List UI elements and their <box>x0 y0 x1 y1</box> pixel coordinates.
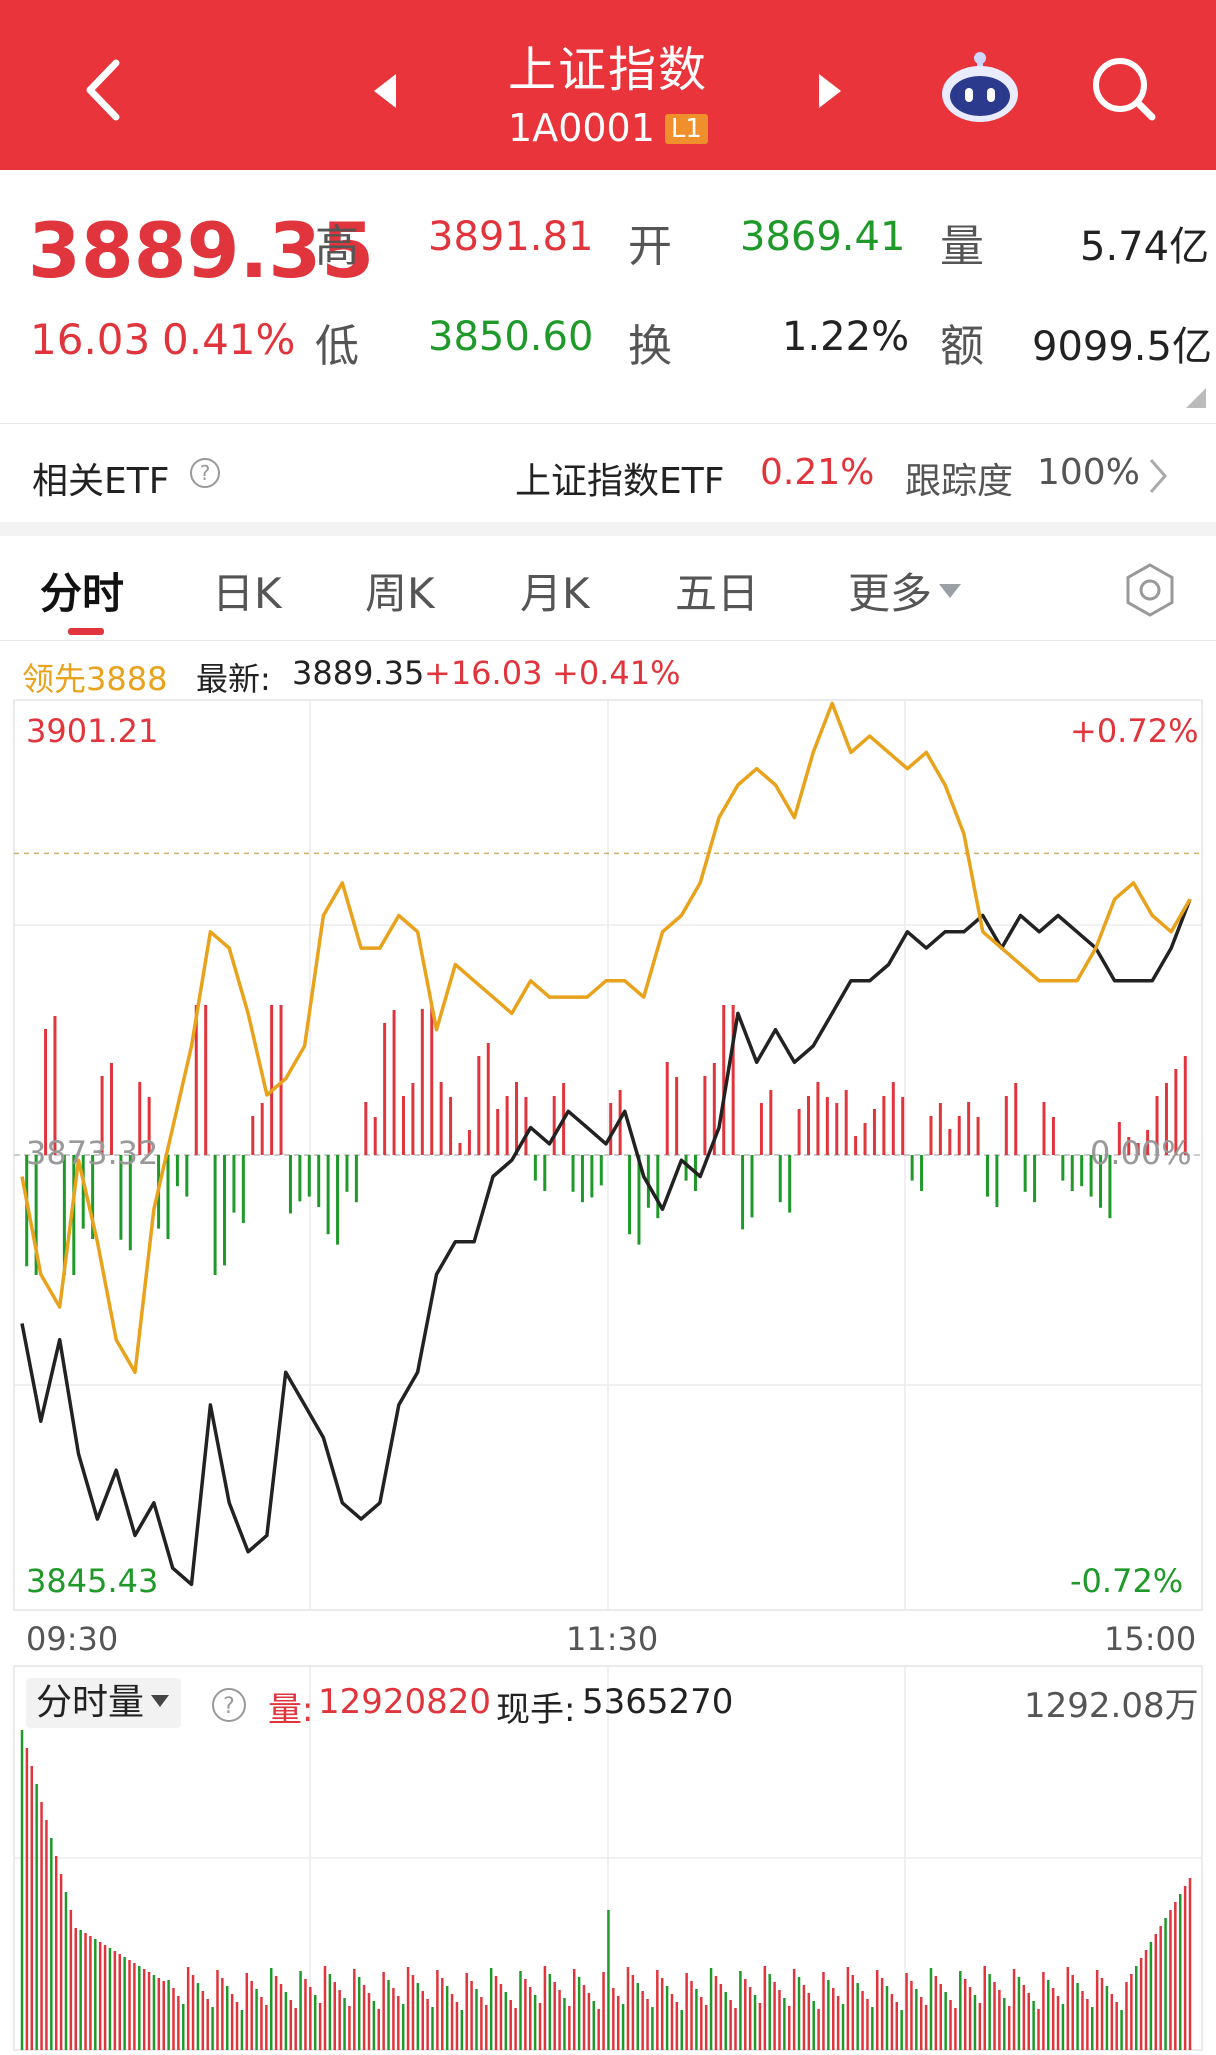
etf-link[interactable]: 上证指数ETF 0.21% 跟踪度 100% <box>515 452 1175 502</box>
dropdown-arrow-icon <box>939 584 962 598</box>
etf-name: 上证指数ETF <box>515 461 725 502</box>
volume-type-label: 分时量 <box>36 1682 145 1723</box>
open-label: 开 <box>628 221 672 272</box>
tracking-value: 100% <box>1037 452 1140 493</box>
divider <box>0 423 1216 424</box>
pct-axis-mid-label: 0.00% <box>1090 1134 1192 1172</box>
chart-grid <box>13 699 1203 2051</box>
quote-panel: 3889.35 16.03 0.41% 高 3891.81 开 3869.41 … <box>0 170 1216 425</box>
y-axis-bottom-label: 3845.43 <box>26 1562 159 1600</box>
change-bars <box>25 1005 1187 1275</box>
volume-label: 量 <box>940 221 984 272</box>
latest-legend-label: 最新: <box>196 660 271 698</box>
pct-axis-top-label: +0.72% <box>1070 712 1199 750</box>
divider <box>0 640 1216 641</box>
tab-five-day[interactable]: 五日 <box>675 569 760 618</box>
help-icon[interactable]: ? <box>210 1686 248 1724</box>
volume-bars <box>20 1730 1192 2050</box>
tab-more[interactable]: 更多 <box>848 560 963 621</box>
legend-change-pct: +0.41% <box>552 654 681 692</box>
current-hand-value: 5365270 <box>582 1682 734 1722</box>
tab-daily-k[interactable]: 日K <box>212 569 282 618</box>
latest-legend-value: 3889.35 <box>292 654 425 692</box>
tracking-label: 跟踪度 <box>905 461 1014 502</box>
x-axis-start-label: 09:30 <box>26 1620 119 1658</box>
turnover-value: 1.22% <box>782 314 910 360</box>
etf-label: 相关ETF <box>32 461 170 502</box>
tab-weekly-k[interactable]: 周K <box>365 569 435 618</box>
leader-line <box>20 701 1192 1375</box>
svg-text:?: ? <box>223 1694 235 1719</box>
tab-monthly-k[interactable]: 月K <box>520 569 590 618</box>
top-bar: 上证指数 1A0001 L1 <box>0 0 1216 170</box>
dropdown-arrow-icon <box>151 1695 170 1707</box>
low-value: 3850.60 <box>428 314 594 360</box>
etf-pct: 0.21% <box>760 452 875 493</box>
amount-label: 额 <box>940 321 984 372</box>
svg-text:?: ? <box>200 461 211 485</box>
tab-intraday[interactable]: 分时 <box>40 569 125 618</box>
amount-value: 9099.5亿 <box>1032 324 1212 370</box>
y-axis-mid-label: 3873.32 <box>26 1134 159 1172</box>
leader-legend: 领先3888 <box>22 660 168 698</box>
tab-more-label: 更多 <box>848 569 933 618</box>
stock-code-row: 1A0001 L1 <box>0 106 1216 150</box>
current-hand-label: 现手: <box>496 1690 576 1730</box>
price-change: 16.03 <box>30 315 151 364</box>
chart-lines <box>20 701 1192 1587</box>
legend-change: +16.03 <box>424 654 543 692</box>
stock-code: 1A0001 <box>508 106 655 150</box>
turnover-label: 换 <box>628 321 672 372</box>
low-label: 低 <box>315 321 359 372</box>
y-axis-top-label: 3901.21 <box>26 712 159 750</box>
volume-label: 量: <box>268 1690 314 1730</box>
volume-type-selector[interactable]: 分时量 <box>26 1678 182 1728</box>
expand-corner-icon[interactable] <box>1186 388 1206 408</box>
high-label: 高 <box>315 221 359 272</box>
robot-assistant-icon[interactable] <box>935 48 1025 128</box>
settings-icon[interactable] <box>1122 562 1178 618</box>
next-stock-icon[interactable] <box>815 72 845 110</box>
level-badge: L1 <box>664 114 708 144</box>
section-gap <box>0 522 1216 536</box>
search-icon[interactable] <box>1090 55 1160 125</box>
price-change-pct: 0.41% <box>162 315 296 364</box>
x-axis-end-label: 15:00 <box>1104 1620 1197 1658</box>
price-line <box>20 898 1192 1587</box>
open-value: 3869.41 <box>740 214 906 260</box>
tab-indicator <box>68 628 104 635</box>
prev-stock-icon[interactable] <box>370 72 400 110</box>
page-title: 上证指数 <box>507 42 708 98</box>
back-icon[interactable] <box>78 55 128 125</box>
current-price: 3889.35 <box>28 206 375 295</box>
high-value: 3891.81 <box>428 214 594 260</box>
x-axis-mid-label: 11:30 <box>566 1620 659 1658</box>
pct-axis-bottom-label: -0.72% <box>1070 1562 1184 1600</box>
volume-value: 5.74亿 <box>1080 224 1210 270</box>
help-icon[interactable]: ? <box>188 456 222 490</box>
chevron-right-icon <box>1149 459 1167 493</box>
volume-max-label: 1292.08万 <box>1024 1686 1199 1726</box>
volume-value: 12920820 <box>318 1682 492 1722</box>
